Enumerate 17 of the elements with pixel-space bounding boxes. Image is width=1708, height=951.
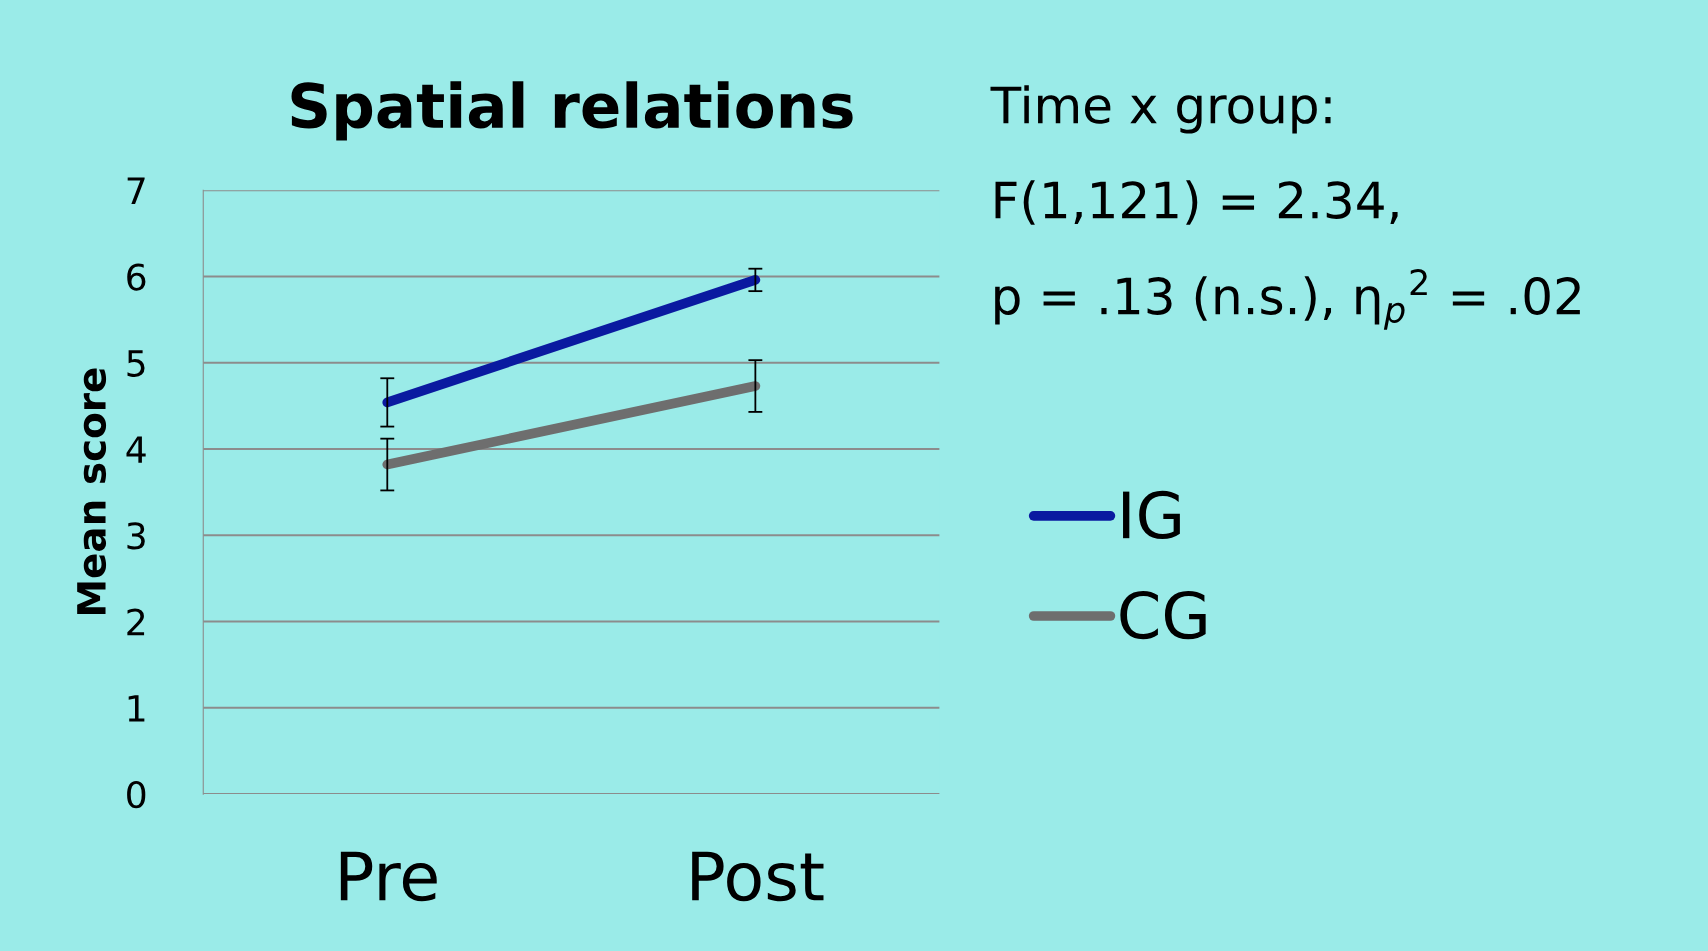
x-tick-label: Post (692, 851, 824, 902)
y-tick-label: 0 (127, 781, 146, 809)
chart-title: Spatial relations (291, 81, 853, 141)
y-tick-label: 1 (128, 695, 145, 722)
legend-label: IG (1123, 490, 1180, 540)
y-tick-label: 5 (127, 350, 145, 377)
y-tick-label: 4 (126, 436, 146, 463)
text: Time x group: (990, 85, 1331, 134)
y-tick-label: 7 (127, 177, 145, 204)
text: p = .13 (n.s.), η$_{p}$$^{2}$ = .02 (995, 269, 1580, 330)
y-tick-label: 2 (127, 608, 145, 636)
x-tick-label: Pre (340, 851, 437, 902)
y-axis-title: Mean score (77, 368, 107, 615)
y-tick-label: 3 (127, 522, 145, 550)
legend-label: CG (1120, 590, 1206, 640)
y-tick-label: 6 (127, 263, 146, 291)
text: F(1,121) = 2.34, (995, 180, 1398, 225)
